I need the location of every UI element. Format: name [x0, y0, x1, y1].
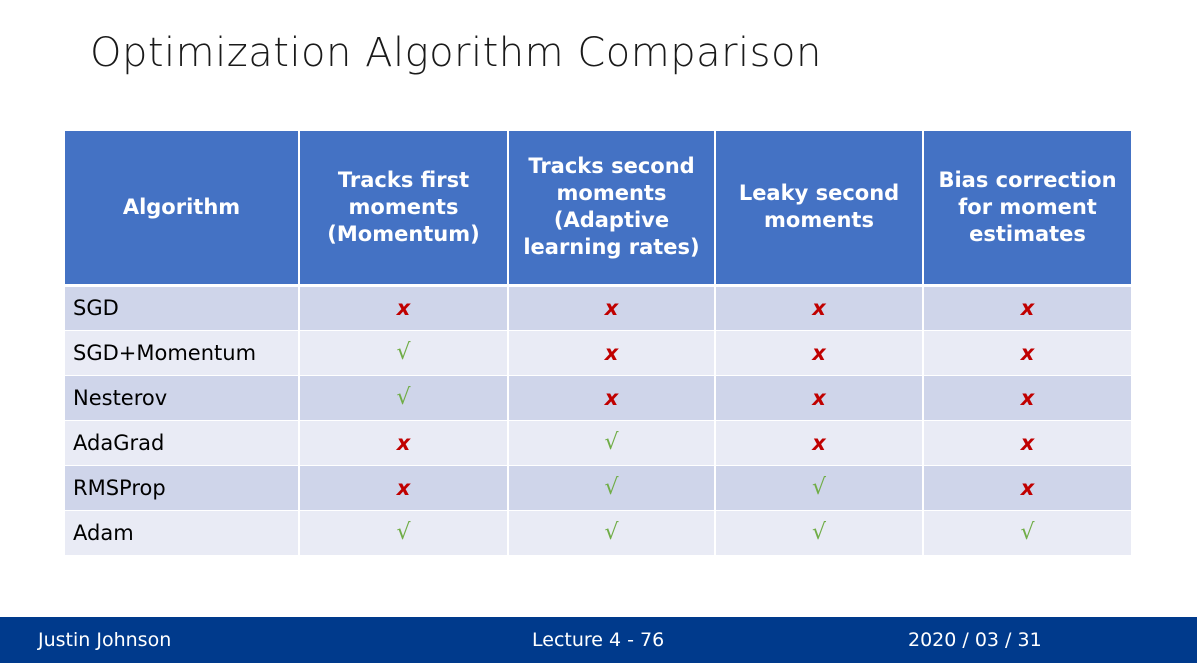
feature-cell: x — [923, 374, 1131, 420]
header-algorithm: Algorithm — [65, 131, 300, 287]
check-icon: √ — [604, 475, 619, 500]
cross-icon: x — [812, 430, 826, 455]
feature-cell: x — [715, 284, 924, 330]
feature-cell: x — [508, 329, 716, 375]
algorithm-name: Adam — [65, 509, 300, 555]
feature-cell: √ — [508, 464, 716, 510]
feature-cell: x — [299, 419, 509, 465]
feature-cell: x — [508, 374, 716, 420]
check-icon: √ — [811, 520, 827, 546]
check-icon: √ — [604, 430, 619, 455]
table-row: RMSProp x √ √ x — [65, 464, 1131, 510]
header-bias-correction: Bias correction for moment estimates — [923, 131, 1131, 287]
feature-cell: √ — [299, 329, 509, 375]
feature-cell: x — [299, 284, 509, 330]
feature-cell: x — [923, 284, 1131, 330]
algorithm-name: AdaGrad — [65, 419, 300, 465]
slide-footer: Justin Johnson Lecture 4 - 76 2020 / 03 … — [0, 617, 1197, 663]
cross-icon: x — [604, 340, 619, 365]
feature-cell: √ — [299, 509, 509, 555]
table-row: AdaGrad x √ x x — [65, 419, 1131, 465]
footer-date: 2020 / 03 / 31 — [908, 629, 1042, 651]
comparison-table: Algorithm Tracks first moments (Momentum… — [65, 131, 1131, 555]
feature-cell: √ — [923, 509, 1131, 555]
algorithm-name: RMSProp — [65, 464, 300, 510]
feature-cell: √ — [715, 509, 924, 555]
feature-cell: x — [715, 329, 924, 375]
cross-icon: x — [1020, 430, 1035, 455]
table-row: SGD+Momentum √ x x x — [65, 329, 1131, 375]
check-icon: √ — [604, 520, 619, 546]
table-row: Nesterov √ x x x — [65, 374, 1131, 420]
algorithm-name: SGD — [65, 284, 300, 330]
table-row: SGD x x x x — [65, 284, 1131, 330]
feature-cell: √ — [508, 509, 716, 555]
table-row: Adam √ √ √ √ — [65, 509, 1131, 555]
algorithm-name: Nesterov — [65, 374, 300, 420]
cross-icon: x — [812, 340, 826, 365]
check-icon: √ — [1020, 520, 1035, 546]
table-body: SGD x x x x SGD+Momentum √ x x x Nesterov √ x x x AdaGr… — [65, 284, 1131, 555]
cross-icon: x — [1020, 296, 1035, 320]
feature-cell: x — [508, 284, 716, 330]
feature-cell: x — [923, 329, 1131, 375]
cross-icon: x — [604, 296, 619, 320]
check-icon: √ — [811, 475, 827, 500]
cross-icon: x — [1020, 385, 1035, 410]
check-icon: √ — [396, 520, 411, 546]
slide-title: Optimization Algorithm Comparison — [90, 30, 822, 76]
footer-lecture: Lecture 4 - 76 — [532, 629, 665, 651]
header-leaky-second-moments: Leaky second moments — [715, 131, 924, 287]
feature-cell: √ — [508, 419, 716, 465]
feature-cell: x — [715, 374, 924, 420]
feature-cell: √ — [715, 464, 924, 510]
feature-cell: x — [715, 419, 924, 465]
feature-cell: x — [923, 464, 1131, 510]
feature-cell: x — [923, 419, 1131, 465]
feature-cell: x — [299, 464, 509, 510]
check-icon: √ — [396, 340, 411, 365]
header-first-moments: Tracks first moments (Momentum) — [299, 131, 509, 287]
footer-author: Justin Johnson — [38, 629, 172, 651]
table-header-row: Algorithm Tracks first moments (Momentum… — [65, 131, 1131, 287]
algorithm-name: SGD+Momentum — [65, 329, 300, 375]
cross-icon: x — [396, 430, 411, 455]
cross-icon: x — [396, 475, 411, 500]
cross-icon: x — [604, 385, 619, 410]
check-icon: √ — [396, 385, 411, 410]
cross-icon: x — [812, 385, 826, 410]
cross-icon: x — [1020, 475, 1035, 500]
header-second-moments: Tracks second moments (Adaptive learning… — [508, 131, 716, 287]
cross-icon: x — [396, 296, 411, 320]
cross-icon: x — [1020, 340, 1035, 365]
feature-cell: √ — [299, 374, 509, 420]
cross-icon: x — [812, 296, 826, 320]
